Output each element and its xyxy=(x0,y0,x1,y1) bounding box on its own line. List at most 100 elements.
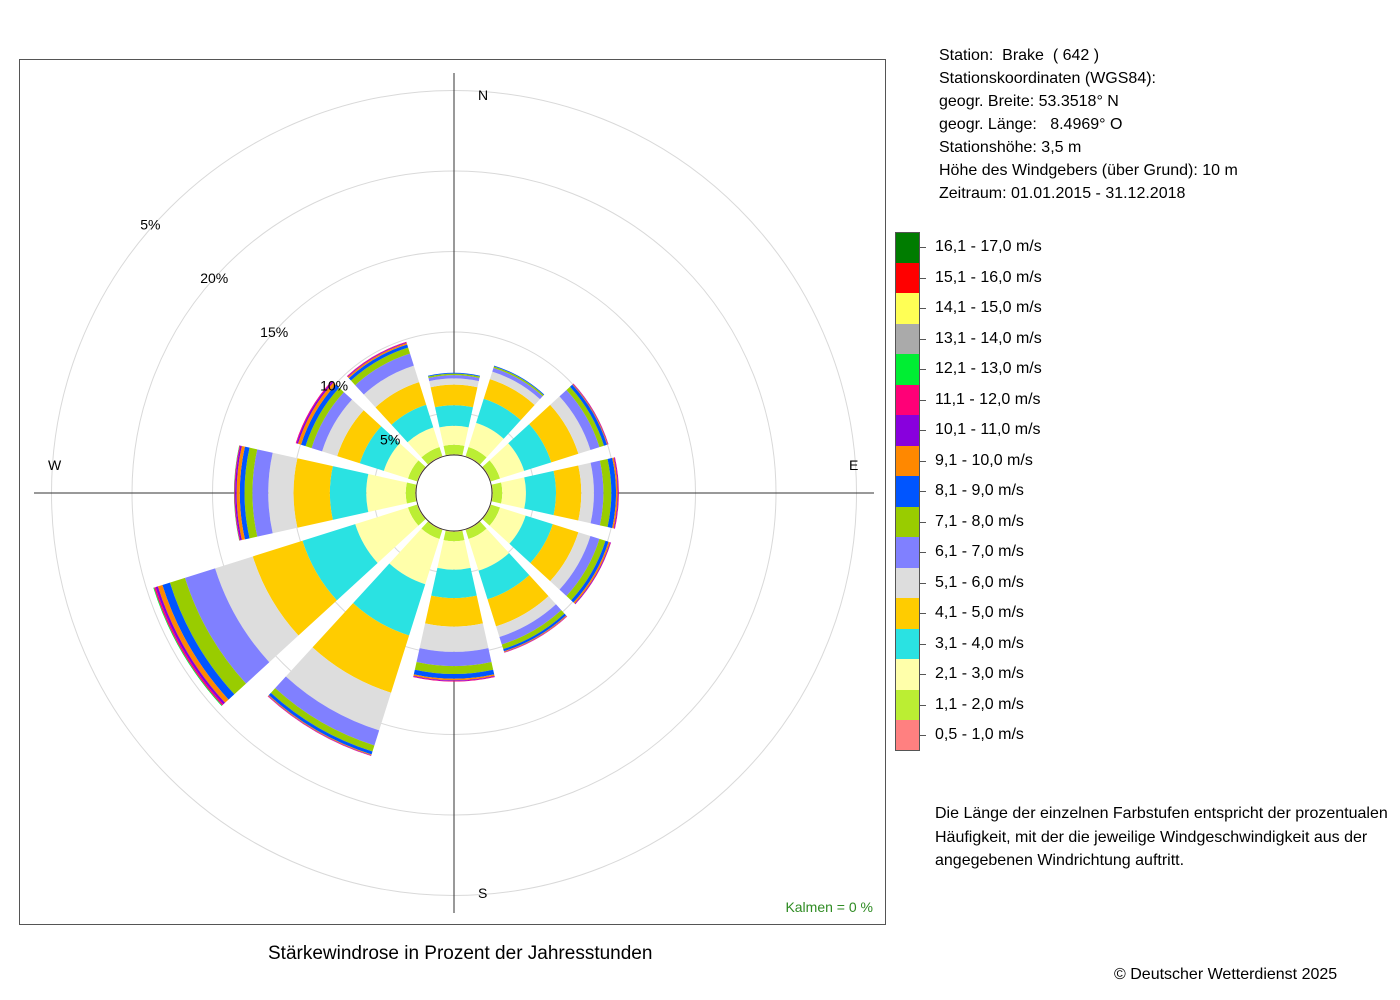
sector-segment xyxy=(529,404,579,463)
sector-segment xyxy=(503,613,567,652)
sector-segment xyxy=(348,344,409,381)
ring-label: 5% xyxy=(380,431,400,447)
sector-segment xyxy=(215,556,299,663)
legend-tick xyxy=(920,369,926,370)
sector-segment xyxy=(293,458,333,528)
sector-segment xyxy=(613,457,619,529)
sector-segment xyxy=(571,540,609,603)
ring-label: 20% xyxy=(200,270,228,286)
calm-center-circle xyxy=(415,454,493,532)
sector-segment xyxy=(445,530,463,532)
legend-label: 12,1 - 13,0 m/s xyxy=(935,360,1042,377)
legend-swatch xyxy=(895,323,920,354)
sector-segment xyxy=(355,507,419,563)
sector-segment xyxy=(300,384,340,447)
sector-segment xyxy=(184,568,270,684)
sector-segment xyxy=(524,470,556,516)
legend-tick xyxy=(920,674,926,675)
sector-segment xyxy=(359,426,400,471)
sector-segment xyxy=(270,688,375,752)
anemometer-height: Höhe des Windgebers (über Grund): 10 m xyxy=(939,162,1238,179)
sector-120-deg xyxy=(482,504,612,605)
sector-segment xyxy=(311,392,353,452)
compass-labels: N E S W xyxy=(48,87,858,901)
legend-swatch xyxy=(895,445,920,476)
sector-segment xyxy=(353,563,426,636)
legend-swatch xyxy=(895,384,920,415)
legend-swatch xyxy=(895,354,920,385)
sector-segment xyxy=(169,577,247,695)
sector-segment xyxy=(508,424,552,471)
sector-segment xyxy=(430,384,478,408)
sector-segment xyxy=(553,465,582,521)
legend-swatch xyxy=(895,476,920,507)
sector-segment xyxy=(407,460,426,482)
station-latitude: geogr. Breite: 53.3518° N xyxy=(939,93,1119,110)
legend-tick xyxy=(920,704,926,706)
sector-segment xyxy=(487,575,549,627)
sector-segment xyxy=(612,457,618,529)
sector-segment xyxy=(569,384,608,446)
sector-segment xyxy=(435,405,473,428)
sector-segment xyxy=(162,582,235,700)
sector-segment xyxy=(491,482,503,504)
sector-segment xyxy=(413,675,495,682)
ring-labels: 5% 10% 15% 20% 5% xyxy=(140,216,400,447)
legend-label: 5,1 - 6,0 m/s xyxy=(935,573,1024,591)
legend-swatch xyxy=(895,567,920,598)
sector-segment xyxy=(383,443,419,479)
sector-segment xyxy=(550,396,591,454)
sector-segment xyxy=(425,595,483,627)
sector-segment xyxy=(297,382,336,445)
sector-segment xyxy=(415,484,417,502)
sector-segment xyxy=(421,446,443,465)
station-name: Station: Brake ( 642 ) xyxy=(939,47,1100,64)
sector-segment xyxy=(329,466,369,520)
sector-segment xyxy=(465,521,487,540)
sector-segment xyxy=(607,457,617,529)
wind-sectors xyxy=(153,341,619,757)
sector-segment xyxy=(496,596,556,637)
legend-swatch xyxy=(895,689,920,720)
sector-segment xyxy=(427,372,481,377)
sector-segment xyxy=(252,540,337,636)
legend-label: 3,1 - 4,0 m/s xyxy=(935,634,1024,652)
sector-segment xyxy=(566,538,606,601)
sector-segment xyxy=(431,567,477,599)
legend-tick xyxy=(920,552,926,553)
legend-swatch xyxy=(895,262,920,293)
sector-segment xyxy=(413,674,495,681)
sector-segment xyxy=(391,404,434,443)
chart-title: Stärkewindrose in Prozent der Jahresstun… xyxy=(268,943,653,964)
legend-label: 1,1 - 2,0 m/s xyxy=(935,695,1024,713)
sector-segment xyxy=(322,399,364,457)
sector-segment xyxy=(559,536,600,597)
sector-segment xyxy=(439,425,469,446)
sector-270-deg xyxy=(233,445,417,541)
legend-label: 15,1 - 16,0 m/s xyxy=(935,268,1042,286)
sector-segment xyxy=(559,389,600,450)
sector-segment xyxy=(489,371,540,405)
explanation-line: angegebenen Windrichtung auftritt. xyxy=(935,852,1185,869)
legend-label: 13,1 - 14,0 m/s xyxy=(935,329,1042,347)
legend-tick xyxy=(920,643,926,645)
legend-label: 8,1 - 9,0 m/s xyxy=(935,482,1024,499)
legend-label: 6,1 - 7,0 m/s xyxy=(935,543,1024,560)
legend-label: 9,1 - 10,0 m/s xyxy=(935,451,1033,469)
sector-segment xyxy=(236,445,245,541)
sector-segment xyxy=(285,647,392,731)
sector-segment xyxy=(501,477,526,509)
sector-180-deg xyxy=(413,530,495,682)
sector-segment xyxy=(305,387,344,449)
legend-label: 7,1 - 8,0 m/s xyxy=(935,512,1024,530)
compass-label-e: E xyxy=(849,457,858,473)
sector-330-deg xyxy=(346,341,443,465)
legend-tick xyxy=(920,277,926,279)
sector-segment xyxy=(407,504,426,526)
sector-segment xyxy=(268,692,373,755)
legend-tick xyxy=(920,582,926,584)
legend-tick xyxy=(920,735,926,736)
legend-label: 16,1 - 17,0 m/s xyxy=(935,238,1042,255)
sector-segment xyxy=(413,669,495,679)
time-period: Zeitraum: 01.01.2015 - 31.12.2018 xyxy=(939,185,1186,202)
